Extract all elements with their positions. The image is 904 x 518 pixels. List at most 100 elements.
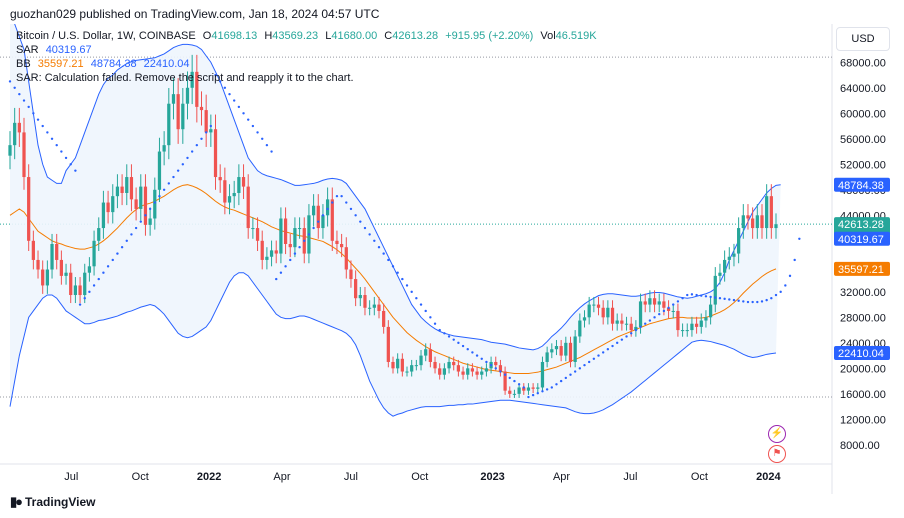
sar-dot	[83, 297, 86, 300]
candle-body	[269, 250, 274, 257]
sar-dot	[303, 239, 306, 243]
sar-dot	[531, 393, 535, 397]
sar-dot	[345, 201, 348, 204]
candle-body	[190, 71, 194, 88]
bb-upper-legend-value: 48784.38	[90, 58, 137, 70]
price-label-text-last: 42613.28	[838, 219, 884, 231]
us-flag-event-icon[interactable]: ⚑	[768, 445, 786, 463]
candle-body	[13, 122, 17, 146]
candle-body	[526, 387, 531, 391]
sar-dot	[784, 284, 787, 287]
sar-dot	[494, 367, 497, 370]
candle-body	[755, 215, 759, 229]
candle-body	[111, 196, 115, 213]
candle-body	[143, 186, 148, 225]
price-label-bb-upper	[834, 177, 890, 192]
sar-dot	[214, 73, 217, 77]
sar-dot	[354, 214, 357, 217]
sar-dot	[686, 293, 689, 297]
price-label-text-bb-basis: 35597.21	[838, 264, 884, 276]
x-tick-label: Apr	[273, 471, 290, 483]
sar-legend[interactable]: SAR 40319.67	[16, 43, 92, 57]
x-tick-label: Jul	[344, 471, 358, 483]
sar-dot	[8, 80, 12, 83]
candle-body	[195, 71, 199, 107]
sar-dot	[195, 143, 199, 147]
candle-body	[680, 330, 685, 332]
sar-dot	[793, 258, 796, 262]
sar-dot	[134, 226, 138, 230]
candle-body	[106, 202, 110, 213]
sar-dot	[625, 335, 628, 338]
candle-body	[297, 228, 302, 230]
sar-dot	[471, 351, 474, 354]
candle-body	[704, 317, 708, 321]
candle-body	[540, 361, 545, 388]
candle-body	[255, 228, 260, 241]
candle-body	[358, 295, 362, 299]
candle-body	[741, 215, 745, 229]
candle-body	[368, 307, 372, 309]
sar-dot	[429, 316, 432, 319]
sar-dot	[457, 341, 460, 345]
candle-body	[452, 361, 456, 366]
publish-credit: guozhan029 published on TradingView.com,…	[10, 7, 380, 21]
sar-dot	[55, 143, 58, 147]
sar-dot	[172, 175, 175, 179]
candle-body	[246, 186, 250, 229]
candle-body	[503, 371, 507, 391]
sar-dot	[527, 395, 530, 399]
candle-body	[73, 285, 78, 296]
sar-dot	[349, 207, 353, 211]
candle-body	[64, 272, 68, 276]
sar-dot	[223, 86, 227, 89]
sar-dot	[270, 150, 273, 153]
candle-body	[666, 307, 671, 311]
sar-dot	[186, 156, 189, 160]
candle-body	[554, 346, 559, 350]
sar-dot	[130, 233, 133, 236]
sar-dot	[410, 290, 413, 294]
sar-dot	[714, 296, 717, 299]
sar-dot	[583, 363, 586, 367]
currency-button[interactable]: USD	[836, 27, 890, 51]
candle-body	[17, 122, 21, 133]
candle-body	[494, 361, 498, 366]
candle-body	[288, 244, 292, 248]
sar-dot	[742, 300, 745, 303]
sar-dot	[611, 344, 614, 348]
sar-dot	[662, 309, 666, 313]
sar-dot	[167, 182, 171, 185]
brand-name: TradingView	[25, 495, 96, 509]
sar-dot	[60, 150, 63, 153]
sar-dot	[569, 373, 572, 376]
chart-pane[interactable]: 72000.0068000.0064000.0060000.0056000.00…	[0, 24, 904, 518]
bb-legend[interactable]: BB 35597.21 48784.38 22410.04	[16, 57, 190, 71]
candle-body	[213, 129, 218, 178]
tradingview-logo[interactable]: ▮● TradingView	[10, 494, 95, 510]
symbol-title: Bitcoin / U.S. Dollar, 1W, COINBASE	[16, 30, 196, 42]
sar-dot	[97, 277, 100, 281]
lightning-event-icon[interactable]: ⚡	[768, 425, 786, 443]
sar-dot	[634, 328, 638, 332]
price-chart[interactable]: 72000.0068000.0064000.0060000.0056000.00…	[0, 24, 904, 518]
sar-dot	[466, 348, 469, 351]
sar-dot	[387, 258, 390, 262]
candle-body	[45, 269, 49, 286]
sar-error-message: SAR: Calculation failed. Remove the scri…	[16, 71, 354, 85]
symbol-legend: Bitcoin / U.S. Dollar, 1W, COINBASE O416…	[16, 29, 597, 43]
candle-body	[349, 269, 353, 280]
sar-dot	[690, 293, 694, 296]
sar-dot	[648, 319, 652, 322]
sar-dot	[359, 220, 362, 223]
candle-body	[162, 145, 166, 152]
candle-body	[484, 368, 489, 372]
y-tick-label: 64000.00	[840, 83, 886, 95]
candle-body	[606, 307, 610, 318]
sar-dot	[261, 137, 264, 140]
sar-dot	[667, 306, 670, 309]
sar-dot	[564, 376, 568, 380]
candle-body	[125, 177, 129, 193]
sar-dot	[405, 284, 409, 287]
y-tick-label: 52000.00	[840, 159, 886, 171]
